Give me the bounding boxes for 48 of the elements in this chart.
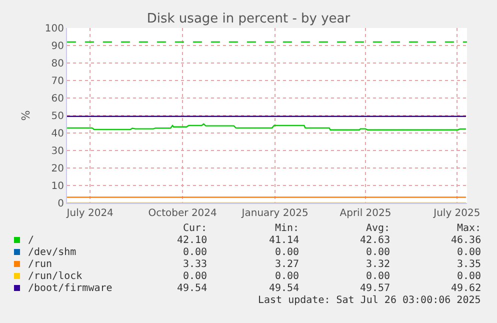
text: 42.10 xyxy=(177,235,208,246)
text: 3.32 xyxy=(366,259,390,270)
text: 3.33 xyxy=(183,259,208,270)
text: 49.54 xyxy=(269,283,300,294)
y-tick-label: 50 xyxy=(51,111,64,122)
text: 42.63 xyxy=(360,235,390,246)
y-tick-label: 60 xyxy=(51,94,64,104)
text: 0.00 xyxy=(275,247,300,258)
legend-label: /run xyxy=(28,259,52,270)
text: Cur: xyxy=(183,223,208,234)
x-tick-label: April 2025 xyxy=(340,208,392,219)
text: 49.57 xyxy=(360,283,390,294)
chart-title: Disk usage in percent - by year xyxy=(146,12,351,27)
text: Min: xyxy=(275,223,300,234)
y-tick-label: 10 xyxy=(51,181,64,192)
text: 0.00 xyxy=(366,247,390,258)
x-tick-label: July 2024 xyxy=(66,208,114,219)
y-tick-label: 20 xyxy=(51,164,64,174)
text: Last update: Sat Jul 26 03:00:06 2025 xyxy=(258,295,481,306)
legend-label: /dev/shm xyxy=(28,247,76,258)
y-tick-label: 80 xyxy=(51,58,64,70)
text: 41.14 xyxy=(269,235,300,246)
y-tick-label: 100 xyxy=(44,24,64,34)
x-tick-label: January 2025 xyxy=(240,208,308,219)
y-tick-label: 40 xyxy=(51,128,64,140)
text: 0.00 xyxy=(457,271,482,282)
text: 46.36 xyxy=(451,235,482,246)
text: 0.00 xyxy=(457,247,482,258)
x-tick-label: October 2024 xyxy=(148,208,217,219)
y-tick-label: 90 xyxy=(51,41,64,52)
text: 0.00 xyxy=(183,247,208,258)
legend-label: /run/lock xyxy=(28,271,82,282)
legend-label: /boot/firmware xyxy=(28,283,112,294)
text: 0.00 xyxy=(366,271,390,282)
text: 49.54 xyxy=(177,283,208,294)
y-tick-label: 0 xyxy=(58,198,64,210)
text: 0.00 xyxy=(275,271,300,282)
text: 3.35 xyxy=(457,259,482,270)
y-tick-label: 70 xyxy=(51,76,64,87)
text: Max: xyxy=(457,223,482,234)
text: Avg: xyxy=(366,223,390,234)
legend-label: / xyxy=(28,235,34,246)
text: 3.27 xyxy=(275,259,300,270)
y-tick-label: 30 xyxy=(51,146,64,157)
y-axis-title: % xyxy=(20,110,33,121)
text: 49.62 xyxy=(451,283,482,294)
text: 0.00 xyxy=(183,271,208,282)
x-tick-label: July 2025 xyxy=(432,208,480,219)
